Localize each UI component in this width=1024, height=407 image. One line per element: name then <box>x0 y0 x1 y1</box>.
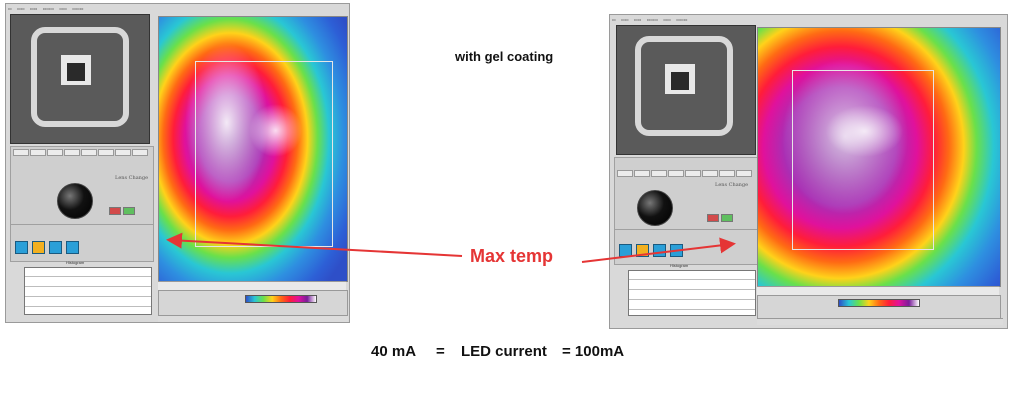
lens-green-button[interactable] <box>123 207 135 215</box>
tab[interactable] <box>81 149 97 156</box>
tab[interactable] <box>98 149 114 156</box>
max-temp-label: Max temp <box>470 246 554 266</box>
lens-green-button[interactable] <box>721 214 733 222</box>
right-control-panel: Lens Change <box>614 157 760 231</box>
tool-icon[interactable] <box>32 241 45 254</box>
temperature-color-scale <box>838 299 920 307</box>
lens-change-label: Lens Change <box>115 175 149 181</box>
selection-rectangle[interactable] <box>792 70 934 250</box>
temperature-color-scale <box>245 295 317 303</box>
right-bottom-bar <box>757 295 1001 319</box>
left-tools-panel <box>10 224 154 262</box>
right-menu-bar: ▭ ▭▭ ▭▭ ▭▭▭ ▭▭ ▭▭▭ <box>610 15 1007 24</box>
histogram-plot <box>628 270 756 316</box>
tab[interactable] <box>617 170 633 177</box>
menu-item[interactable]: ▭▭▭ <box>676 17 688 22</box>
tab[interactable] <box>64 149 80 156</box>
menu-item[interactable]: ▭▭▭ <box>646 17 659 22</box>
menu-item[interactable]: ▭▭ <box>621 17 629 22</box>
menu-item[interactable]: ▭ <box>8 6 12 11</box>
menu-item[interactable]: ▭▭ <box>633 17 642 22</box>
x-axis-strip <box>158 281 346 290</box>
tab[interactable] <box>13 149 29 156</box>
tool-icon[interactable] <box>636 244 649 257</box>
tab[interactable] <box>736 170 752 177</box>
x-axis-strip <box>757 286 999 295</box>
thermal-image-40ma[interactable] <box>158 16 348 282</box>
led-current-label: LED current <box>461 343 547 360</box>
left-current-label: 40 mA <box>371 343 417 360</box>
menu-item[interactable]: ▭▭ <box>663 17 671 22</box>
tab[interactable] <box>115 149 131 156</box>
right-status-bar <box>757 318 1003 325</box>
menu-item[interactable]: ▭▭ <box>29 6 38 11</box>
lens-change-label: Lens Change <box>715 182 749 188</box>
left-control-panel: Lens Change <box>10 146 154 228</box>
tab[interactable] <box>668 170 684 177</box>
left-status-bar <box>158 315 348 322</box>
focus-knob-icon[interactable] <box>637 190 673 226</box>
lens-red-button[interactable] <box>109 207 121 215</box>
tab[interactable] <box>634 170 650 177</box>
tab[interactable] <box>30 149 46 156</box>
histogram-title: Histogram <box>670 263 689 268</box>
right-tools-panel <box>614 229 760 265</box>
menu-item[interactable]: ▭▭▭ <box>72 6 84 11</box>
selection-rectangle[interactable] <box>195 61 333 247</box>
tool-icon[interactable] <box>670 244 683 257</box>
menu-item[interactable]: ▭▭▭ <box>42 6 55 11</box>
tab[interactable] <box>719 170 735 177</box>
menu-item[interactable]: ▭▭ <box>17 6 25 11</box>
focus-knob-icon[interactable] <box>57 183 93 219</box>
tool-icon[interactable] <box>49 241 62 254</box>
visible-image-thumbnail <box>10 14 150 144</box>
tab-row <box>13 149 148 156</box>
left-bottom-bar <box>158 290 348 316</box>
lens-red-button[interactable] <box>707 214 719 222</box>
right-current-label: = 100mA <box>562 343 625 360</box>
tab-row <box>617 170 752 177</box>
menu-item[interactable]: ▭ <box>612 17 616 22</box>
left-menu-bar: ▭ ▭▭ ▭▭ ▭▭▭ ▭▭ ▭▭▭ <box>6 4 349 13</box>
tab[interactable] <box>702 170 718 177</box>
tool-icon[interactable] <box>66 241 79 254</box>
tool-icon[interactable] <box>653 244 666 257</box>
histogram-plot <box>24 267 152 315</box>
tab[interactable] <box>651 170 667 177</box>
menu-item[interactable]: ▭▭ <box>59 6 67 11</box>
tab[interactable] <box>685 170 701 177</box>
tab[interactable] <box>132 149 148 156</box>
gel-coating-caption: with gel coating <box>455 49 554 64</box>
right-thermal-window: ▭ ▭▭ ▭▭ ▭▭▭ ▭▭ ▭▭▭ Lens Change Histogram <box>609 14 1008 329</box>
left-thermal-window: ▭ ▭▭ ▭▭ ▭▭▭ ▭▭ ▭▭▭ Lens Change Histogram <box>5 3 350 323</box>
equals-sign: = <box>436 343 445 360</box>
visible-image-thumbnail <box>616 25 756 155</box>
histogram-title: Histogram <box>66 260 85 265</box>
tab[interactable] <box>47 149 63 156</box>
tool-icon[interactable] <box>15 241 28 254</box>
thermal-image-100ma[interactable] <box>757 27 1001 287</box>
tool-icon[interactable] <box>619 244 632 257</box>
